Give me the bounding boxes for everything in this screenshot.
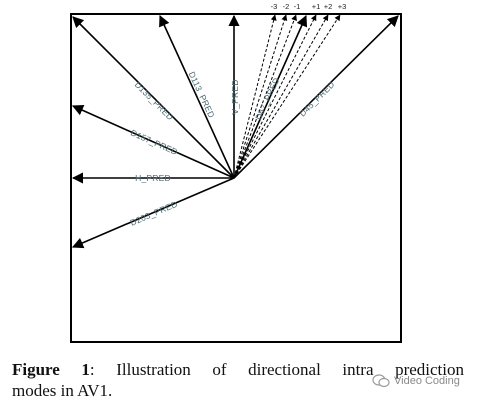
label-d113: D113_PRED (187, 70, 217, 119)
watermark: Video Coding (372, 374, 460, 388)
delta-arrow-plus3 (233, 14, 341, 179)
arrow-d45 (233, 15, 399, 179)
arrow-d157 (71, 105, 235, 179)
label-v: V_PRED (230, 79, 240, 114)
delta-label-plus1: +1 (312, 2, 321, 11)
delta-arrow-minus1 (233, 14, 297, 179)
delta-label-plus2: +2 (324, 2, 333, 11)
caption-text-line2: modes in AV1. (12, 381, 113, 400)
label-d203: D203_PRED (129, 199, 179, 228)
label-d157: D157_PRED (129, 127, 179, 157)
delta-label-plus3: +3 (338, 2, 347, 11)
label-d45: D45_PRED (297, 79, 336, 118)
figure-caption: Figure 1: Illustration of directional in… (12, 359, 464, 380)
nominal-mode-arrows (71, 14, 399, 249)
arrow-d67 (233, 14, 308, 179)
chat-bubble-icon (372, 374, 390, 388)
delta-arrow-minus3 (233, 14, 277, 179)
watermark-text: Video Coding (394, 375, 460, 387)
label-d67: D67_PRED (253, 76, 281, 122)
delta-arrow-minus2 (233, 14, 288, 179)
caption-text-line1: : Illustration of directional intra pred… (89, 360, 464, 379)
mode-labels: D135_PRED D113_PRED V_PRED D67_PRED D45_… (129, 70, 337, 228)
delta-arrow-plus2 (233, 14, 329, 179)
delta-label-minus1: -1 (294, 2, 301, 11)
arrow-d135 (72, 16, 235, 179)
delta-angle-arrows (233, 14, 341, 179)
arrow-d113 (159, 14, 235, 179)
delta-labels: -3 -2 -1 +1 +2 +3 (271, 2, 347, 11)
delta-arrow-plus1 (233, 14, 317, 179)
figure-label: Figure 1 (12, 360, 90, 379)
intra-prediction-diagram: D135_PRED D113_PRED V_PRED D67_PRED D45_… (70, 2, 402, 343)
arrow-d203 (71, 177, 235, 249)
label-d135: D135_PRED (133, 79, 176, 122)
block-outline (70, 13, 402, 343)
delta-label-minus2: -2 (283, 2, 290, 11)
label-h: H_PRED (135, 173, 171, 183)
delta-label-minus3: -3 (271, 2, 278, 11)
